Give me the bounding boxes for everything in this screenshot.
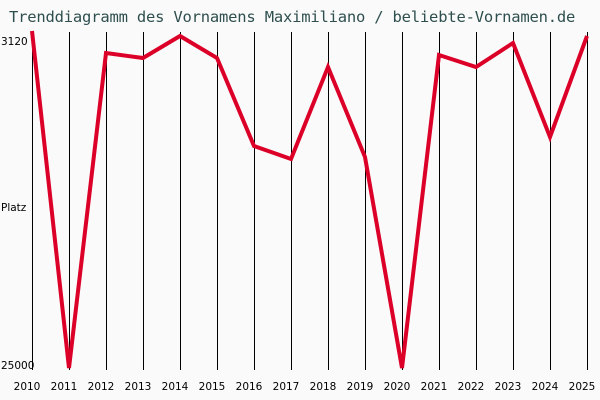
x-tick-label: 2017: [272, 381, 300, 393]
y-axis-top-label: 3120: [1, 36, 28, 48]
x-tick-label: 2023: [494, 381, 522, 393]
x-tick-label: 2025: [568, 381, 596, 393]
x-tick-label: 2024: [531, 381, 559, 393]
x-tick-label: 2020: [383, 381, 411, 393]
x-tick-label: 2016: [235, 381, 263, 393]
y-axis-title: Platz: [1, 202, 27, 214]
x-tick-label: 2022: [457, 381, 485, 393]
series-line-maximiliano: [30, 30, 589, 369]
x-tick-label: 2011: [50, 381, 78, 393]
x-tick-label: 2013: [124, 381, 152, 393]
x-tick-label: 2012: [87, 381, 115, 393]
x-tick-label: 2014: [161, 381, 189, 393]
chart-title: Trenddiagramm des Vornamens Maximiliano …: [9, 8, 576, 26]
x-tick-label: 2021: [420, 381, 448, 393]
y-axis-bottom-label: 25000: [1, 360, 35, 372]
x-tick-label: 2010: [13, 381, 41, 393]
x-tick-label: 2019: [346, 381, 374, 393]
x-tick-label: 2015: [198, 381, 226, 393]
x-tick-label: 2018: [309, 381, 337, 393]
